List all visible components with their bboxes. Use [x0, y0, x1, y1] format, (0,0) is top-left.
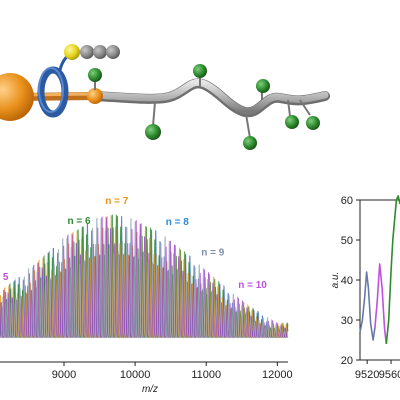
inset-x-tick-label: 9560: [379, 369, 400, 381]
spectrum-x-tick-label: 12000: [262, 369, 293, 381]
charge-state-label: n = 7: [105, 196, 129, 207]
inset-y-tick-label: 30: [341, 315, 353, 327]
inset-series-line: [374, 263, 388, 345]
substituent-atom: [243, 136, 257, 150]
sulfur-atom: [64, 44, 80, 60]
inset-series-line: [385, 195, 400, 345]
charge-state-label: 5: [3, 272, 9, 283]
inset-series-line: [359, 271, 376, 341]
inset-x-tick-label: 9520: [355, 369, 379, 381]
inset-x-ticks: 95209560: [355, 360, 400, 381]
inset-y-tick-label: 60: [341, 195, 353, 207]
inset-y-tick-label: 50: [341, 235, 353, 247]
carbon-atom: [80, 45, 94, 59]
spectrum-series-line: [0, 216, 288, 338]
substituent-atom: [285, 115, 299, 129]
spectrum-x-tick-label: 11000: [191, 369, 221, 381]
charge-state-label: n = 9: [201, 248, 225, 259]
substituent-atom: [256, 79, 270, 93]
spectrum-annotations: 5 n = 6 n = 7 n = 8 n = 9 n = 10: [3, 196, 267, 291]
spectrum-traces: [0, 213, 289, 338]
substituent-atom: [145, 124, 161, 140]
bond: [152, 101, 156, 127]
bond: [299, 99, 311, 116]
zoom-inset-chart: 20 30 40 50 60 95209560 a.u.: [330, 195, 400, 381]
inset-y-tick-label: 20: [341, 355, 353, 367]
rotaxane-molecule-illustration: [0, 44, 330, 150]
inset-y-tick-label: 40: [341, 275, 353, 287]
inset-y-axis-title: a.u.: [330, 272, 341, 289]
spectrum-x-ticks: 9000 10000 11000 12000: [52, 362, 293, 381]
substituent-atom: [88, 68, 102, 82]
spectrum-series-line: [0, 214, 289, 338]
charge-state-label: n = 8: [166, 217, 190, 228]
bond: [287, 99, 291, 117]
polymer-chain-highlight: [91, 78, 329, 115]
substituent-atom: [193, 64, 207, 78]
macrocycle-ring: [37, 66, 69, 118]
spectrum-x-tick-label: 9000: [52, 369, 76, 381]
mass-spectrum-chart: 9000 10000 11000 12000 5 n = 6 n = 7 n = 8 n = …: [0, 196, 293, 395]
substituent-atom: [306, 116, 320, 130]
stopper-sphere: [0, 73, 34, 121]
inset-traces: [359, 195, 400, 345]
bond: [245, 113, 251, 139]
spectrum-x-tick-label: 10000: [120, 369, 151, 381]
macrocycle-ring-highlight: [38, 67, 64, 113]
carbon-atom: [93, 45, 107, 59]
charge-state-label: n = 10: [238, 280, 267, 291]
junction-atom: [87, 88, 103, 104]
charge-state-label: n = 6: [68, 216, 92, 227]
carbon-atom: [106, 45, 120, 59]
spectrum-series-line: [0, 217, 289, 338]
spectrum-x-axis-title: m/z: [142, 384, 158, 395]
inset-y-ticks: 20 30 40 50 60: [341, 195, 360, 367]
